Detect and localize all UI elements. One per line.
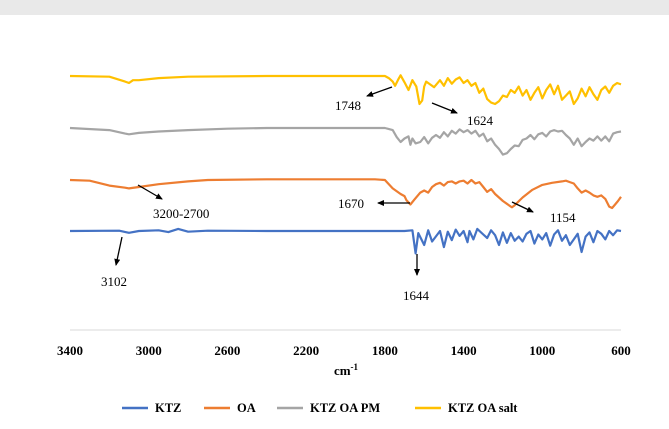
top-border [0, 0, 669, 15]
annotation-arrow [511, 201, 534, 213]
annotation-arrow [431, 102, 458, 114]
legend: KTZ OA KTZ OA PM KTZ OA salt [122, 401, 518, 415]
annotation-label: 1748 [335, 98, 361, 113]
annotation-label: 3102 [101, 274, 127, 289]
annotation-label: 3200-2700 [153, 206, 209, 221]
x-axis-title-text: cm [334, 363, 351, 378]
annotation-arrow [366, 86, 393, 97]
annotation-arrow [137, 184, 163, 200]
x-tick-label: 3400 [57, 343, 83, 358]
annotation-3200-2700: 3200-2700 [137, 184, 209, 221]
legend-label-ktz-oa-salt: KTZ OA salt [448, 401, 518, 415]
x-axis-title: cm-1 [334, 362, 359, 378]
series-line-ktz-oa-pm [69, 126, 622, 156]
annotation-1624: 1624 [431, 102, 494, 128]
annotation-label: 1670 [338, 196, 364, 211]
series-layer [69, 74, 622, 255]
annotation-label: 1154 [550, 210, 576, 225]
annotation-3102: 3102 [101, 236, 127, 289]
annotation-1748: 1748 [335, 86, 393, 113]
x-tick-label: 1000 [529, 343, 555, 358]
x-tick-labels: 3400 3000 2600 2200 1800 1400 1000 600 [57, 343, 631, 358]
x-tick-label: 600 [611, 343, 631, 358]
x-tick-label: 3000 [136, 343, 162, 358]
x-tick-label: 2600 [214, 343, 240, 358]
series-line-ktz-oa-salt [69, 74, 622, 106]
annotation-label: 1624 [467, 113, 494, 128]
annotation-label: 1644 [403, 288, 430, 303]
series-line-oa [69, 178, 622, 210]
annotation-1154: 1154 [511, 201, 576, 225]
x-tick-label: 2200 [293, 343, 319, 358]
series-line-ktz [69, 227, 622, 255]
legend-label-oa: OA [237, 401, 256, 415]
x-axis-title-superscript: -1 [351, 362, 359, 372]
annotation-1670: 1670 [338, 196, 410, 211]
legend-label-ktz-oa-pm: KTZ OA PM [310, 401, 380, 415]
x-tick-label: 1400 [451, 343, 477, 358]
x-tick-label: 1800 [372, 343, 398, 358]
annotation-arrow [114, 236, 123, 266]
legend-label-ktz: KTZ [155, 401, 181, 415]
annotation-1644: 1644 [403, 254, 430, 303]
